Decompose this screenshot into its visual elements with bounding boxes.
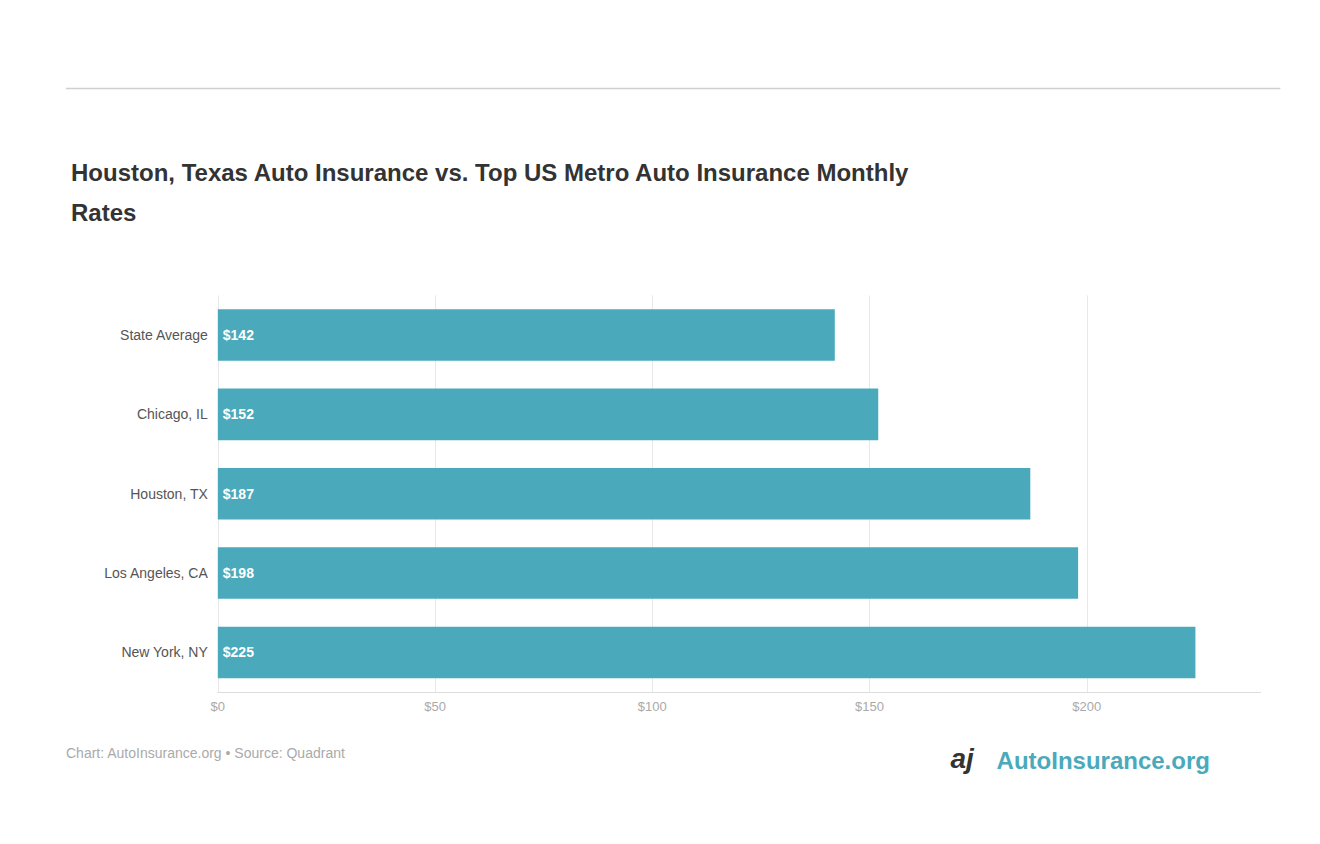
svg-text:Houston, Texas Auto Insurance: Houston, Texas Auto Insurance vs. Top US… bbox=[71, 159, 909, 186]
svg-text:$0: $0 bbox=[211, 699, 225, 714]
svg-text:State Average: State Average bbox=[120, 327, 208, 343]
svg-text:Rates: Rates bbox=[71, 199, 136, 226]
svg-text:$142: $142 bbox=[223, 327, 254, 343]
svg-text:Chart: AutoInsurance.org • Sou: Chart: AutoInsurance.org • Source: Quadr… bbox=[66, 745, 345, 761]
svg-text:Chicago, IL: Chicago, IL bbox=[137, 406, 208, 422]
svg-text:$50: $50 bbox=[424, 699, 446, 714]
svg-text:$152: $152 bbox=[223, 406, 254, 422]
svg-text:$198: $198 bbox=[223, 565, 254, 581]
svg-text:$225: $225 bbox=[223, 644, 254, 660]
svg-text:$200: $200 bbox=[1072, 699, 1101, 714]
svg-text:$187: $187 bbox=[223, 486, 254, 502]
svg-text:$150: $150 bbox=[855, 699, 884, 714]
svg-text:Houston, TX: Houston, TX bbox=[130, 486, 208, 502]
svg-text:AutoInsurance.org: AutoInsurance.org bbox=[997, 747, 1210, 774]
svg-text:New York, NY: New York, NY bbox=[121, 644, 208, 660]
svg-text:Los Angeles, CA: Los Angeles, CA bbox=[104, 565, 208, 581]
svg-text:$100: $100 bbox=[638, 699, 667, 714]
svg-text:aj: aj bbox=[950, 743, 975, 774]
